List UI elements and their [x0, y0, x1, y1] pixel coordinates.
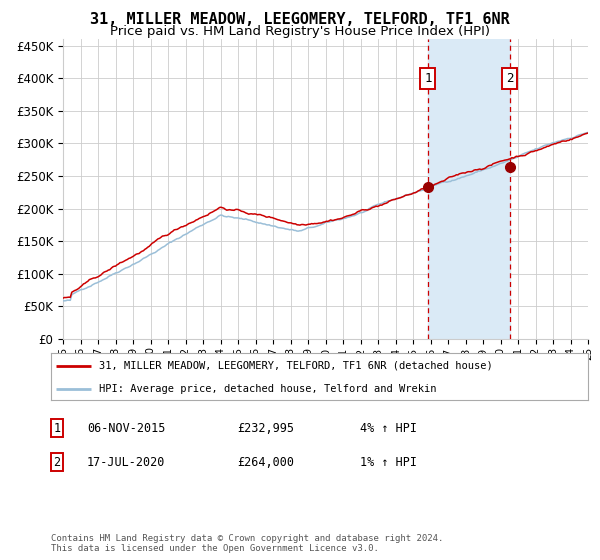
Bar: [428, 39, 510, 339]
Text: 1% ↑ HPI: 1% ↑ HPI: [360, 455, 417, 469]
Text: 1: 1: [424, 72, 431, 85]
Text: 31, MILLER MEADOW, LEEGOMERY, TELFORD, TF1 6NR (detached house): 31, MILLER MEADOW, LEEGOMERY, TELFORD, T…: [100, 361, 493, 371]
Text: Contains HM Land Registry data © Crown copyright and database right 2024.
This d: Contains HM Land Registry data © Crown c…: [51, 534, 443, 553]
Text: 17-JUL-2020: 17-JUL-2020: [87, 455, 166, 469]
Text: 4% ↑ HPI: 4% ↑ HPI: [360, 422, 417, 435]
Text: £232,995: £232,995: [237, 422, 294, 435]
Text: 1: 1: [53, 422, 61, 435]
Text: £264,000: £264,000: [237, 455, 294, 469]
Text: 2: 2: [506, 72, 514, 85]
Text: HPI: Average price, detached house, Telford and Wrekin: HPI: Average price, detached house, Telf…: [100, 384, 437, 394]
Text: 06-NOV-2015: 06-NOV-2015: [87, 422, 166, 435]
Text: Price paid vs. HM Land Registry's House Price Index (HPI): Price paid vs. HM Land Registry's House …: [110, 25, 490, 38]
Text: 2: 2: [53, 455, 61, 469]
Text: 31, MILLER MEADOW, LEEGOMERY, TELFORD, TF1 6NR: 31, MILLER MEADOW, LEEGOMERY, TELFORD, T…: [90, 12, 510, 27]
